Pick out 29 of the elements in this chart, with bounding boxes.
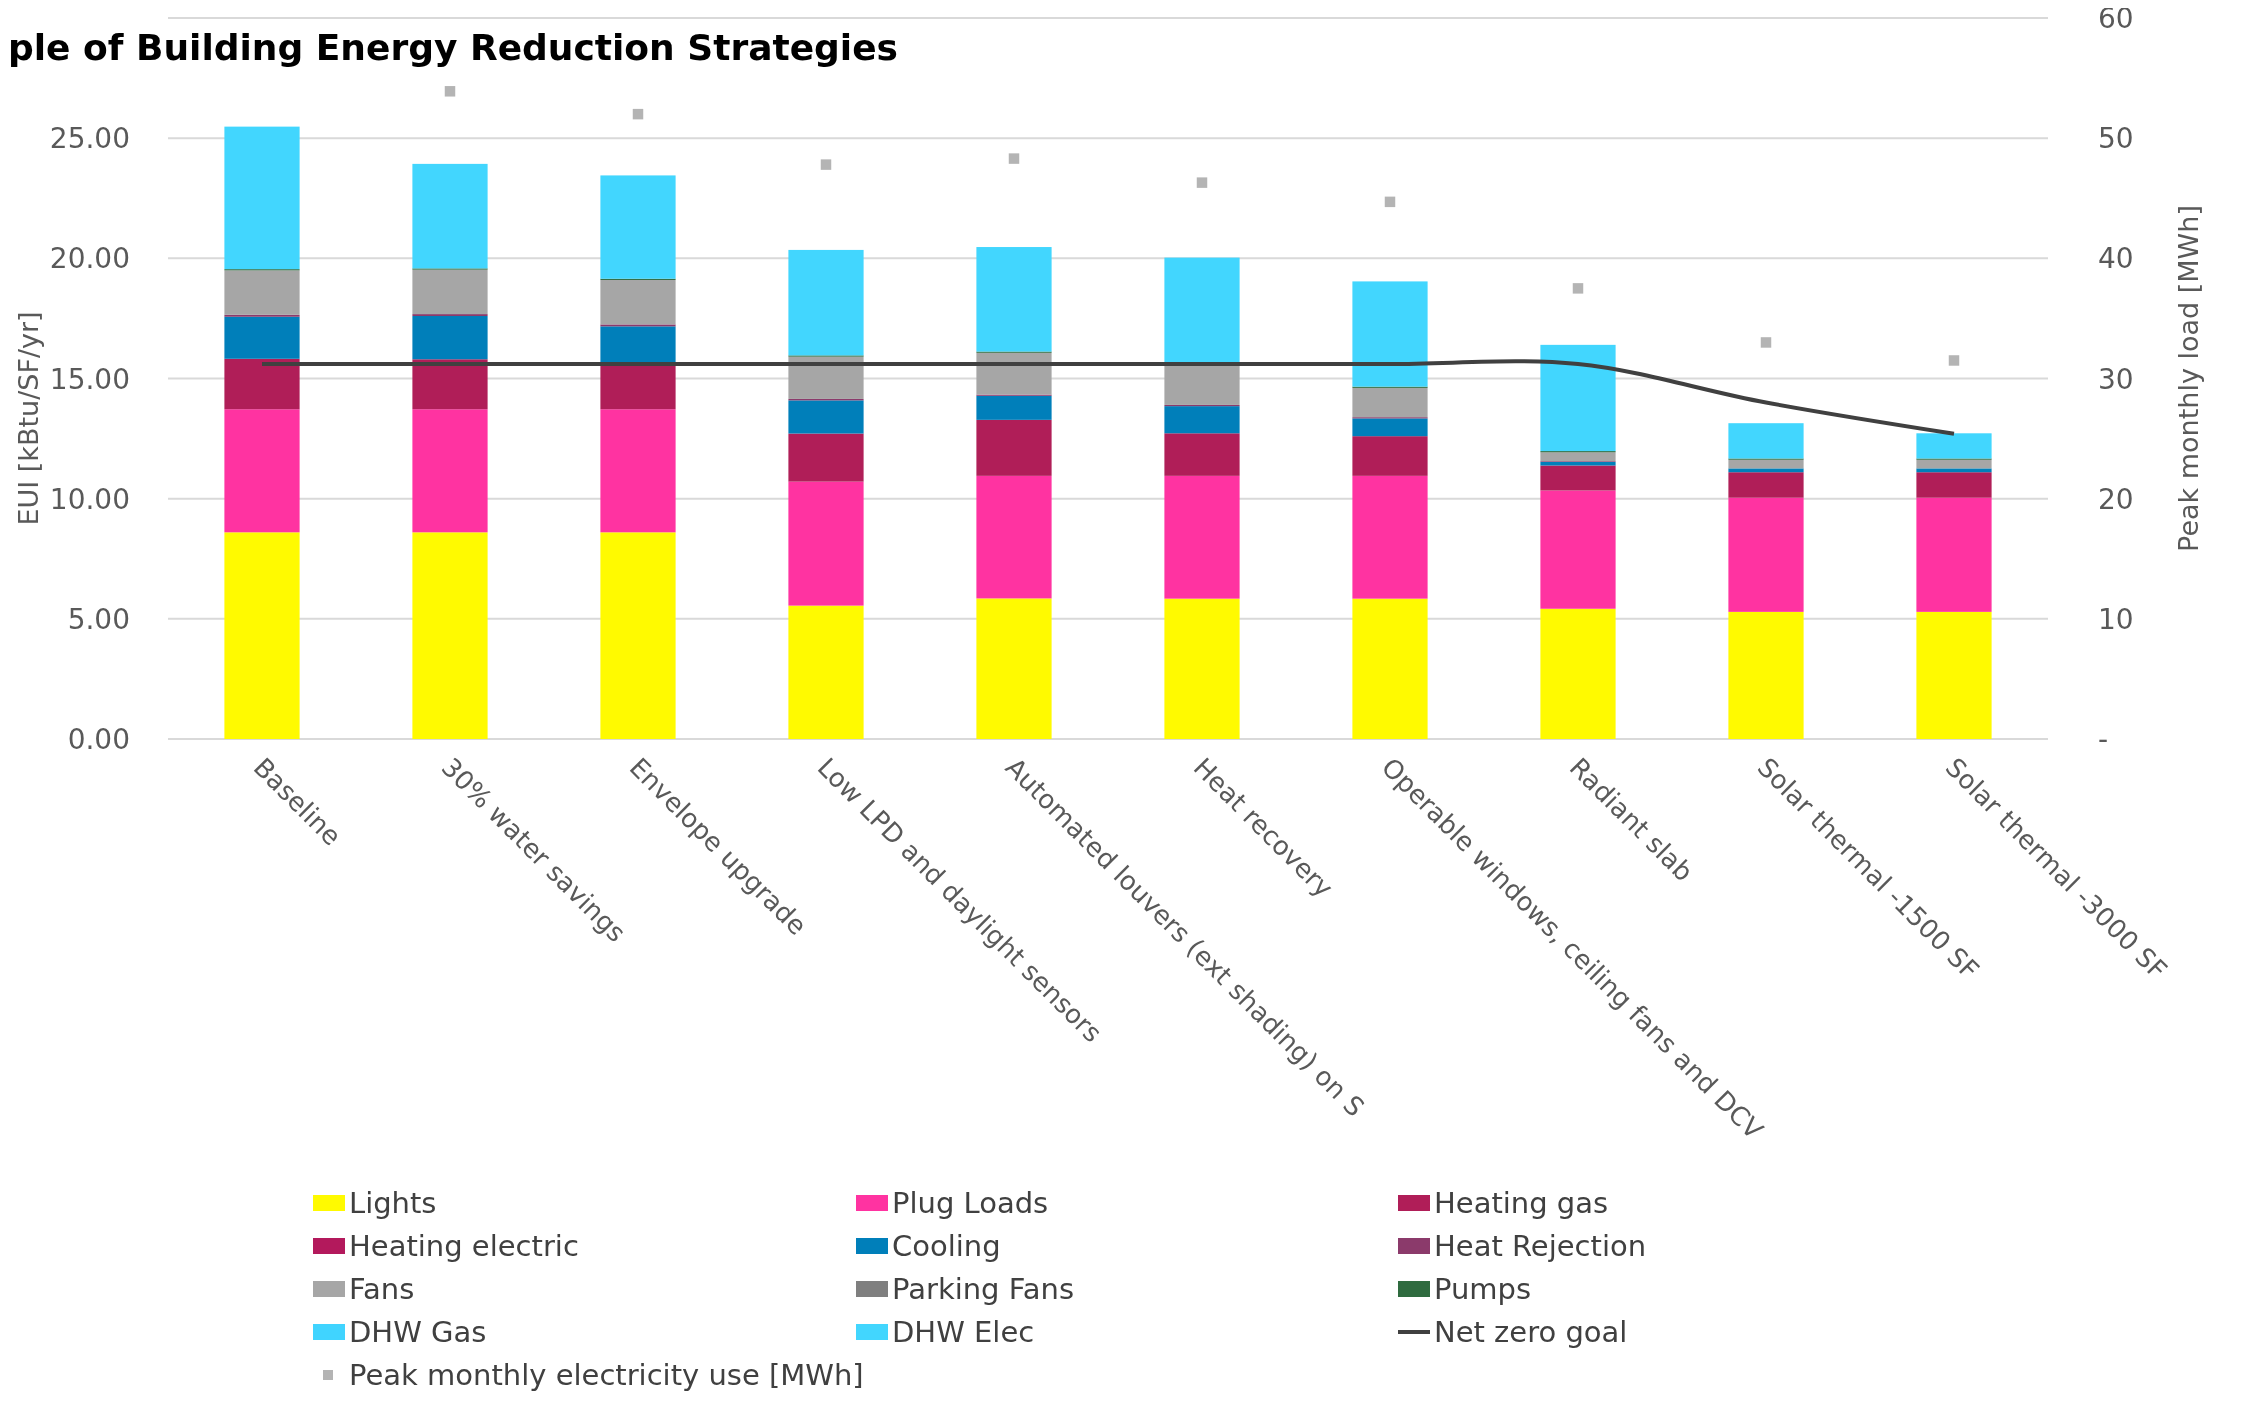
- y2-tick-label: 40: [2098, 242, 2134, 276]
- y2-tick-label: 20: [2098, 482, 2134, 516]
- legend-label: Lights: [349, 1186, 437, 1220]
- y2-tick-label: -: [2098, 723, 2109, 756]
- y-tick-label: 25.00: [49, 122, 130, 156]
- legend-label: Heat Rejection: [1434, 1229, 1647, 1263]
- legend-label: Net zero goal: [1434, 1315, 1628, 1349]
- y2-tick-label: 50: [2098, 122, 2134, 156]
- legend-label: Peak monthly electricity use [MWh]: [349, 1358, 864, 1392]
- y2-tick-label: 10: [2098, 602, 2134, 636]
- legend-label: Cooling: [892, 1229, 1001, 1263]
- y2-tick-label: 60: [2098, 2, 2134, 35]
- y-tick-label: 0.00: [67, 723, 130, 756]
- y2-tick-label: 30: [2098, 362, 2134, 396]
- legend-label: Heating gas: [1434, 1186, 1609, 1220]
- chart-title: ple of Building Energy Reduction Strategies: [8, 27, 899, 68]
- y-axis-title: EUI [kBtu/SF/yr]: [13, 311, 44, 526]
- y2-axis-title: Peak monthly load [MWh]: [2173, 205, 2204, 552]
- y-tick-label: 15.00: [49, 362, 130, 396]
- legend-label: Plug Loads: [892, 1186, 1049, 1220]
- legend-label: DHW Gas: [349, 1315, 487, 1349]
- legend-label: Parking Fans: [892, 1272, 1075, 1306]
- legend-label: DHW Elec: [892, 1315, 1035, 1349]
- y-tick-label: 5.00: [67, 602, 130, 636]
- y-tick-label: 10.00: [49, 482, 130, 516]
- y-tick-label: 20.00: [49, 242, 130, 276]
- legend-label: Fans: [349, 1272, 415, 1306]
- legend-label: Pumps: [1434, 1272, 1532, 1306]
- legend-label: Heating electric: [349, 1229, 579, 1263]
